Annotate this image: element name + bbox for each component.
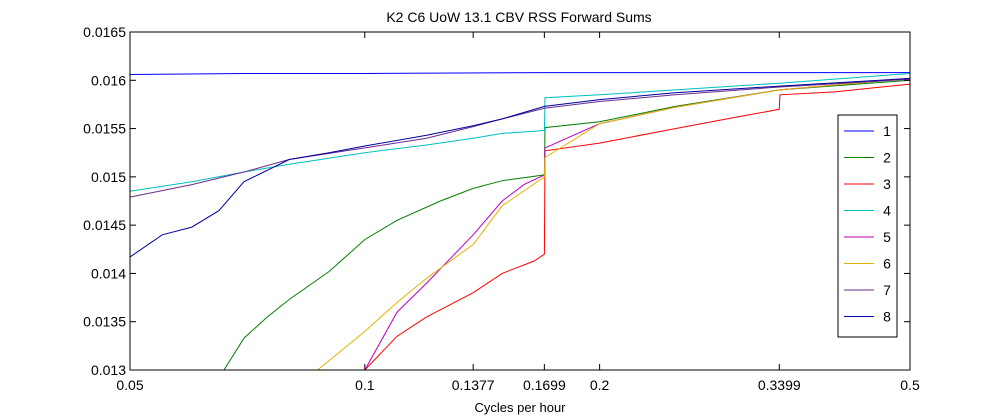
- y-tick-label: 0.0135: [83, 314, 126, 330]
- series-line-5: [364, 77, 910, 370]
- series-line-6: [317, 77, 910, 370]
- series-line-8: [130, 77, 910, 258]
- legend-label-2: 2: [883, 150, 891, 166]
- series-line-7: [130, 78, 910, 198]
- plot-area: [130, 72, 910, 370]
- y-tick-label: 0.015: [91, 169, 126, 185]
- x-axis-label: Cycles per hour: [474, 400, 566, 415]
- legend-label-4: 4: [883, 203, 891, 219]
- y-tick-label: 0.0145: [83, 217, 126, 233]
- y-tick-label: 0.014: [91, 265, 126, 281]
- y-tick-label: 0.013: [91, 362, 126, 378]
- series-line-4: [130, 73, 910, 192]
- legend: 1 2 3 4 5 6 7 8: [837, 114, 898, 338]
- x-tick-label: 0.3399: [758, 377, 801, 393]
- x-axis: 0.05 0.1 0.1377 0.1699 0.2 0.3399 0.5: [116, 32, 920, 393]
- legend-label-5: 5: [883, 229, 891, 245]
- x-tick-label: 0.05: [116, 377, 143, 393]
- plot-frame: [129, 31, 911, 371]
- series-line-2: [223, 79, 910, 370]
- y-tick-label: 0.0155: [83, 121, 126, 137]
- legend-box: [837, 114, 898, 338]
- y-tick-label: 0.0165: [83, 24, 126, 40]
- y-tick-label: 0.016: [91, 72, 126, 88]
- series-line-1: [130, 72, 910, 75]
- legend-label-8: 8: [883, 309, 891, 325]
- x-tick-label: 0.1699: [523, 377, 566, 393]
- legend-label-7: 7: [883, 282, 891, 298]
- series-line-3: [364, 83, 910, 370]
- chart-title: K2 C6 UoW 13.1 CBV RSS Forward Sums: [386, 9, 651, 25]
- x-tick-label: 0.1377: [452, 377, 495, 393]
- legend-label-1: 1: [883, 123, 891, 139]
- legend-label-6: 6: [883, 256, 891, 272]
- x-tick-label: 0.1: [355, 377, 375, 393]
- x-tick-label: 0.2: [590, 377, 610, 393]
- y-axis: 0.013 0.0135 0.014 0.0145 0.015 0.0155 0.016 0.…: [83, 24, 910, 378]
- legend-label-3: 3: [883, 176, 891, 192]
- x-tick-label: 0.5: [900, 377, 920, 393]
